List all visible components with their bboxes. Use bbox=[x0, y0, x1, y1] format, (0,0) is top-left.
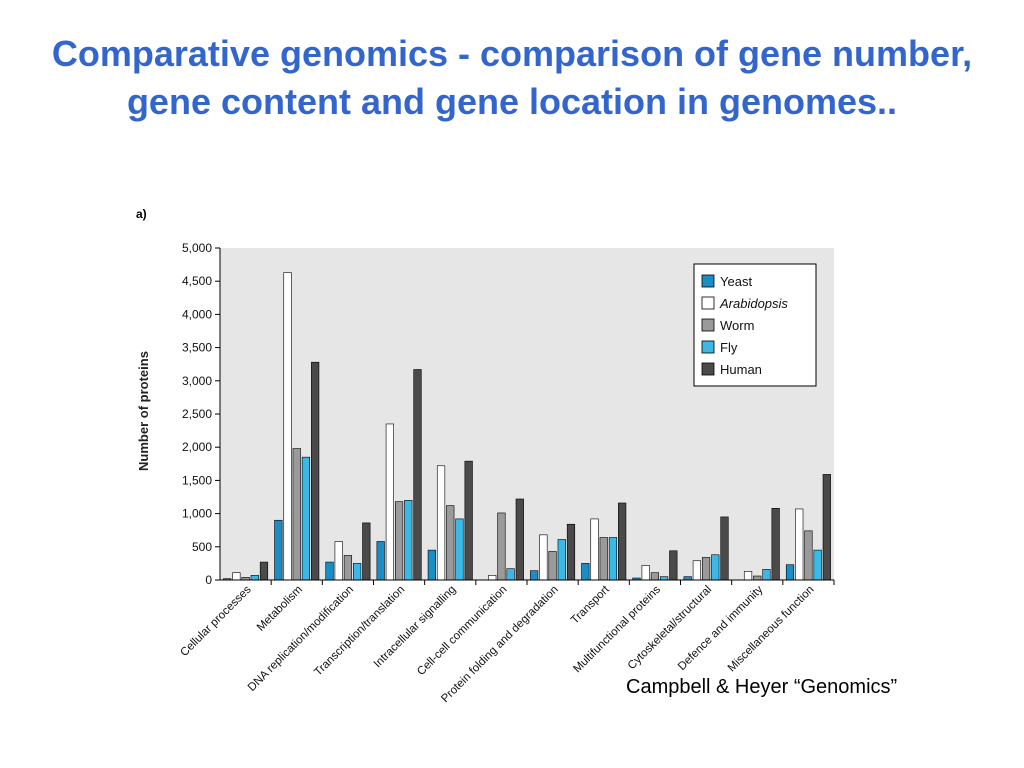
bar-worm-11 bbox=[804, 530, 813, 581]
y-tick-label: 1,000 bbox=[182, 507, 212, 521]
x-tick-label: Cell-cell communication bbox=[415, 584, 509, 678]
y-tick-label: 5,000 bbox=[182, 241, 212, 255]
slide-title: Comparative genomics - comparison of gen… bbox=[51, 33, 973, 122]
bar-human-11 bbox=[822, 474, 831, 581]
bar-fly-9 bbox=[711, 554, 720, 581]
bars-layer bbox=[223, 272, 831, 581]
legend-swatch-fly bbox=[701, 340, 715, 354]
bar-arabidopsis-2 bbox=[334, 541, 343, 581]
bar-fly-6 bbox=[557, 539, 566, 581]
legend-swatch-yeast bbox=[701, 274, 715, 288]
bar-worm-10 bbox=[753, 575, 762, 581]
bar-human-2 bbox=[362, 522, 371, 581]
bar-human-8 bbox=[669, 550, 678, 581]
y-tick-label: 1,500 bbox=[182, 473, 212, 487]
x-tick-label: Miscellaneous function bbox=[726, 584, 817, 675]
bar-human-5 bbox=[515, 498, 524, 581]
citation: Campbell & Heyer “Genomics” bbox=[626, 676, 898, 698]
y-tick-label: 0 bbox=[205, 573, 212, 587]
bar-arabidopsis-6 bbox=[539, 534, 548, 581]
bar-worm-8 bbox=[650, 572, 660, 581]
x-tick-label: Cytoskeletal/structural bbox=[626, 584, 714, 672]
bar-human-7 bbox=[618, 502, 627, 581]
y-tick-label: 4,500 bbox=[182, 274, 212, 288]
legend-swatch-human bbox=[701, 362, 715, 376]
bar-worm-7 bbox=[599, 537, 608, 581]
bar-fly-5 bbox=[506, 568, 515, 581]
legend-swatch-arabidopsis bbox=[701, 296, 715, 310]
bar-arabidopsis-3 bbox=[385, 423, 394, 581]
bar-worm-5 bbox=[497, 512, 506, 581]
bar-yeast-1 bbox=[274, 519, 283, 581]
bar-human-0 bbox=[259, 561, 269, 581]
bar-human-6 bbox=[566, 523, 576, 581]
legend-label-fly: Fly bbox=[720, 340, 738, 355]
bar-yeast-4 bbox=[427, 549, 436, 581]
legend-label-human: Human bbox=[720, 362, 762, 377]
bar-worm-6 bbox=[548, 551, 557, 581]
bar-fly-4 bbox=[455, 518, 464, 581]
bar-yeast-6 bbox=[530, 570, 539, 581]
bar-arabidopsis-10 bbox=[743, 571, 753, 581]
y-tick-label: 3,500 bbox=[182, 341, 212, 355]
bar-arabidopsis-9 bbox=[692, 560, 701, 581]
legend-label-arabidopsis: Arabidopsis bbox=[719, 296, 788, 311]
y-axis-label: Number of proteins bbox=[136, 351, 151, 471]
bar-fly-3 bbox=[404, 500, 413, 581]
y-tick-label: 4,000 bbox=[182, 307, 212, 321]
bar-fly-0 bbox=[250, 575, 259, 581]
bar-yeast-2 bbox=[325, 561, 334, 581]
bar-yeast-7 bbox=[581, 563, 590, 581]
y-tick-label: 2,500 bbox=[182, 407, 212, 421]
bar-yeast-3 bbox=[376, 541, 385, 581]
bar-fly-1 bbox=[301, 456, 311, 581]
x-tick-label: Transport bbox=[569, 583, 613, 627]
bar-fly-2 bbox=[353, 563, 362, 581]
bar-worm-1 bbox=[292, 448, 301, 581]
x-tick-label: Multifunctional proteins bbox=[571, 583, 663, 675]
legend-swatch-worm bbox=[701, 318, 715, 332]
legend-label-yeast: Yeast bbox=[720, 274, 752, 289]
x-tick-label: Cellular processes bbox=[178, 583, 254, 659]
bar-arabidopsis-4 bbox=[436, 465, 446, 581]
bar-arabidopsis-7 bbox=[590, 518, 599, 581]
bar-human-4 bbox=[464, 460, 473, 581]
y-tick-label: 2,000 bbox=[182, 440, 212, 454]
bar-fly-10 bbox=[762, 569, 771, 581]
legend: Yeast Arabidopsis Worm Fly Human bbox=[693, 263, 817, 387]
x-tick-label: Metabolism bbox=[255, 584, 305, 634]
bar-arabidopsis-11 bbox=[795, 508, 804, 581]
y-tick-label: 3,000 bbox=[182, 374, 212, 388]
bar-arabidopsis-1 bbox=[283, 272, 292, 581]
bar-yeast-11 bbox=[785, 564, 795, 581]
bar-human-10 bbox=[771, 507, 780, 581]
y-tick-label: 500 bbox=[192, 540, 212, 554]
bar-human-1 bbox=[311, 361, 320, 581]
x-tick-label: Defence and immunity bbox=[676, 583, 766, 673]
bar-human-3 bbox=[413, 369, 422, 581]
bar-arabidopsis-5 bbox=[488, 575, 497, 581]
bar-fly-11 bbox=[813, 549, 822, 581]
bar-arabidopsis-8 bbox=[641, 565, 650, 581]
bar-worm-3 bbox=[394, 501, 404, 581]
bar-arabidopsis-0 bbox=[232, 572, 241, 581]
bar-worm-2 bbox=[343, 555, 353, 581]
x-tick-label: DNA replication/modification bbox=[246, 584, 356, 694]
bar-fly-7 bbox=[608, 537, 618, 581]
bar-worm-4 bbox=[446, 505, 455, 581]
bar-worm-9 bbox=[701, 557, 711, 581]
bar-human-9 bbox=[720, 516, 729, 581]
legend-label-worm: Worm bbox=[720, 318, 754, 333]
panel-label: a) bbox=[136, 207, 147, 221]
x-tick-label: Transcription/translation bbox=[312, 584, 407, 679]
x-tick-label: Protein folding and degradation bbox=[439, 584, 561, 706]
